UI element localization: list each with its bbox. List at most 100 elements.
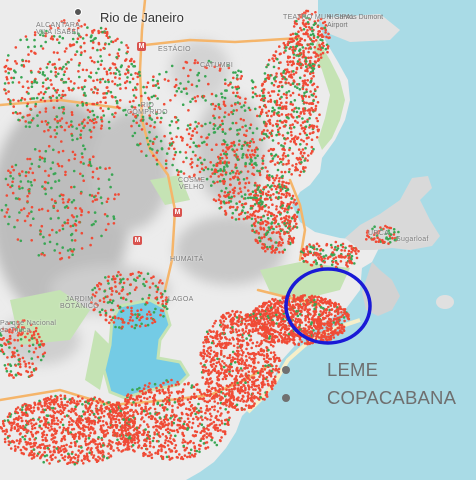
listing-dot: [165, 379, 168, 382]
listing-dot: [259, 342, 262, 346]
listing-dot: [218, 116, 221, 119]
listing-dot: [264, 329, 268, 333]
listing-dot: [20, 76, 23, 79]
listing-dot: [285, 93, 288, 97]
listing-dot: [236, 346, 239, 349]
listing-dot: [105, 30, 109, 34]
listing-dot: [138, 431, 141, 435]
listing-dot: [174, 83, 178, 87]
listing-dot: [206, 446, 210, 449]
listing-dot: [174, 450, 178, 454]
listing-dot: [286, 202, 290, 206]
listing-dot: [32, 406, 36, 409]
listing-dot: [143, 396, 146, 400]
listing-dot: [259, 396, 263, 399]
listing-dot: [132, 424, 135, 427]
listing-dot: [283, 219, 287, 222]
listing-dot: [257, 209, 261, 213]
listing-dot: [37, 92, 41, 96]
listing-dot: [320, 326, 324, 330]
listing-dot: [43, 454, 47, 458]
listing-dot: [211, 325, 215, 328]
listing-dot: [218, 63, 221, 67]
listing-dot: [279, 196, 283, 199]
listing-dot: [318, 113, 321, 116]
listing-dot: [271, 57, 274, 60]
listing-dot: [258, 190, 262, 193]
listing-dot: [309, 90, 312, 93]
listing-dot: [100, 404, 103, 408]
listing-dot: [274, 196, 278, 199]
listing-dot: [20, 416, 23, 420]
listing-dot: [250, 214, 254, 217]
listing-dot: [210, 414, 213, 418]
listing-dot: [305, 329, 309, 333]
listing-dot: [211, 335, 214, 339]
listing-dot: [283, 248, 287, 252]
listing-dot: [194, 395, 198, 398]
listing-dot: [259, 222, 262, 226]
listing-dot: [131, 134, 135, 138]
listing-dot: [275, 225, 278, 228]
listing-dot: [237, 349, 240, 353]
listing-dot: [234, 172, 238, 175]
listing-dot: [198, 390, 202, 394]
listing-dot: [10, 426, 13, 430]
listing-dot: [300, 138, 303, 142]
listing-dot: [269, 357, 273, 361]
listing-dot: [221, 323, 225, 326]
listing-dot: [221, 402, 224, 406]
listing-dot: [245, 358, 248, 362]
listing-dot: [312, 329, 315, 332]
listing-dot: [186, 427, 190, 430]
listing-dot: [189, 448, 193, 452]
listing-dot: [193, 96, 197, 99]
listing-dot: [213, 322, 216, 325]
listing-dot: [260, 381, 263, 385]
listing-dot: [152, 402, 156, 405]
listing-dot: [238, 369, 241, 372]
listing-dot: [269, 332, 272, 336]
listing-dot: [119, 87, 122, 90]
listing-dot: [157, 434, 161, 437]
listing-dot: [252, 166, 255, 169]
listing-dot: [296, 136, 300, 139]
listing-dot: [261, 157, 264, 160]
listing-dot: [287, 159, 290, 162]
listing-dot: [86, 409, 90, 412]
listing-dot: [175, 390, 179, 394]
listing-dot: [152, 94, 156, 98]
listing-dot: [231, 86, 234, 89]
listing-dot: [46, 426, 50, 430]
listing-dot: [241, 351, 245, 355]
listing-dot: [196, 418, 199, 421]
listing-dot: [275, 241, 278, 244]
listing-dot: [208, 121, 212, 125]
listing-dot: [231, 171, 235, 174]
listing-dot: [26, 80, 29, 83]
listing-dot: [291, 331, 295, 335]
listing-dot: [161, 432, 165, 436]
listing-dot: [2, 422, 5, 425]
listing-dot: [209, 418, 212, 422]
listing-dot: [291, 164, 294, 167]
listing-dot: [277, 67, 281, 70]
listing-dot: [222, 200, 226, 203]
listing-dot: [117, 448, 120, 452]
listing-dot: [257, 309, 260, 312]
listing-dot: [51, 406, 55, 410]
listing-dot: [285, 194, 288, 198]
listing-dot: [258, 169, 261, 173]
listing-dot: [196, 388, 199, 392]
listing-dot: [230, 144, 233, 148]
listing-dot: [269, 74, 272, 77]
listing-dot: [92, 113, 96, 117]
listing-dot: [231, 121, 235, 125]
listing-dot: [271, 129, 274, 132]
listing-dot: [270, 221, 274, 224]
listing-dot: [184, 60, 188, 64]
listing-dot: [185, 156, 188, 160]
listing-dot: [109, 422, 112, 425]
listing-dot: [337, 322, 340, 325]
